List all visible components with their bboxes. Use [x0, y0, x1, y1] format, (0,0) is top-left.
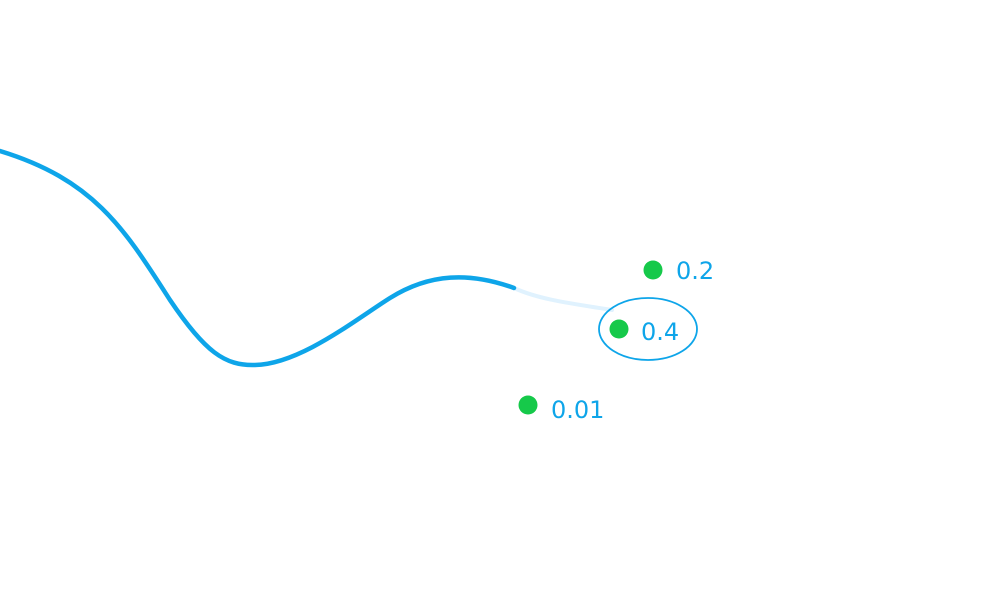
option-dot-icon[interactable] [643, 260, 663, 280]
selection-ring [598, 297, 698, 361]
trajectory-path [0, 148, 517, 368]
option-dot-icon[interactable] [609, 319, 629, 339]
option-middle[interactable]: 0.4 [609, 318, 680, 346]
option-dot-icon[interactable] [518, 395, 538, 415]
option-label[interactable]: 0.4 [641, 318, 679, 346]
option-bottom[interactable]: 0.01 [518, 395, 605, 425]
trajectory-extension [512, 286, 614, 312]
option-label[interactable]: 0.01 [551, 396, 604, 424]
option-label[interactable]: 0.2 [676, 257, 714, 285]
option-top[interactable]: 0.2 [643, 257, 715, 285]
